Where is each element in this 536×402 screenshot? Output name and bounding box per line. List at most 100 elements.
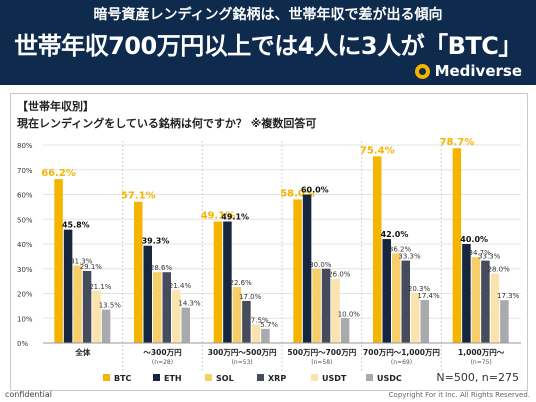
data-label: 22.6% (230, 279, 253, 287)
category-label: 〜300万円 (143, 348, 182, 357)
bar-xrp (401, 260, 410, 343)
bar-btc (373, 156, 382, 343)
data-label: 78.7% (440, 137, 475, 148)
legend-swatch (103, 374, 110, 381)
bar-eth (462, 244, 471, 343)
legend-label: USDC (377, 374, 402, 383)
y-tick-label: 20% (17, 291, 33, 299)
bar-usdc (340, 318, 350, 343)
data-label: 49.1% (201, 210, 236, 221)
y-tick-label: 0% (17, 340, 28, 348)
data-label: 20.3% (408, 285, 431, 293)
bar-btc (134, 201, 143, 343)
data-label: 49.1% (221, 212, 249, 221)
data-label: 39.3% (142, 237, 170, 246)
category-label: 700万円〜1,000万円 (363, 348, 440, 357)
category-note: (n=58) (311, 359, 332, 366)
category-label: 500万円〜700万円 (287, 348, 356, 357)
bar-sol (392, 253, 401, 343)
data-label: 42.0% (381, 230, 409, 239)
sample-size-note: N=500, n=275 (436, 371, 519, 384)
bar-eth (382, 239, 391, 343)
brand-logo: Mediverse (414, 62, 522, 80)
bar-eth (223, 221, 232, 343)
header-title: 世帯年収700万円以上では4人に3人が「BTC」 (14, 32, 522, 60)
y-tick-label: 70% (17, 167, 33, 175)
bar-usdt (172, 290, 181, 343)
section-label: 【世帯年収別】 (17, 100, 94, 113)
legend-label: SOL (216, 374, 234, 383)
category-label: 1,000万円〜 (458, 348, 505, 357)
category-label: 全体 (74, 347, 90, 357)
data-label: 58.0% (280, 188, 315, 199)
data-label: 60.0% (301, 186, 329, 195)
data-label: 26.0% (328, 271, 351, 279)
legend-swatch (153, 374, 160, 381)
y-tick-label: 50% (17, 216, 33, 224)
data-label: 66.2% (41, 168, 76, 179)
footer-copyright: Copyright For it Inc. All Rights Reserve… (388, 391, 530, 399)
bar-usdt (490, 273, 500, 343)
y-tick-label: 60% (17, 192, 33, 200)
bar-usdt (92, 290, 101, 343)
category-note: (n=75) (471, 359, 492, 366)
legend-swatch (311, 374, 318, 381)
legend-label: ETH (164, 374, 182, 383)
data-label: 33.3% (478, 253, 501, 261)
brand-mark-icon (414, 63, 430, 79)
bar-usdc (261, 328, 270, 343)
data-label: 5.7% (260, 321, 278, 329)
bar-usdc (500, 300, 509, 343)
y-tick-label: 10% (17, 315, 33, 323)
bar-usdt (251, 324, 261, 343)
bar-usdc (181, 307, 190, 343)
y-tick-label: 40% (17, 241, 33, 249)
data-label: 33.3% (398, 253, 421, 261)
bar-xrp (82, 270, 92, 343)
data-label: 29.1% (80, 263, 103, 271)
bar-usdc (101, 309, 111, 343)
data-label: 36.2% (389, 245, 412, 253)
data-label: 21.1% (89, 283, 112, 291)
bar-xrp (481, 260, 490, 343)
bar-eth (302, 194, 312, 343)
data-label: 17.4% (417, 292, 440, 300)
bar-sol (232, 287, 242, 343)
y-tick-label: 80% (17, 142, 33, 150)
survey-question: 現在レンディングをしている銘柄は何ですか？ ※複数回答可 (17, 117, 317, 130)
data-label: 13.5% (99, 302, 122, 310)
legend-label: BTC (114, 374, 132, 383)
category-note: (n=53) (232, 359, 253, 366)
bar-sol (312, 268, 321, 343)
data-label: 14.3% (178, 300, 201, 308)
data-label: 34.7% (469, 249, 492, 257)
data-label: 10.0% (338, 310, 361, 318)
header-subtitle: 暗号資産レンディング銘柄は、世帯年収で差が出る傾向 (93, 7, 443, 23)
chart-panel: 【世帯年収別】 現在レンディングをしている銘柄は何ですか？ ※複数回答可 0% 1… (10, 93, 528, 391)
data-label: 75.4% (360, 145, 395, 156)
data-label: 31.3% (70, 258, 93, 266)
bar-xrp (162, 272, 171, 343)
data-label: 30.0% (309, 261, 332, 269)
bar-usdt (331, 278, 340, 343)
bar-btc (213, 221, 223, 343)
bar-eth (63, 229, 73, 343)
category-note: (n=28) (152, 359, 173, 366)
bar-sol (471, 257, 481, 343)
header-banner: 暗号資産レンディング銘柄は、世帯年収で差が出る傾向 世帯年収700万円以上では4… (0, 0, 536, 85)
bar-chart: 0% 10% 20% 30% 40% 50% 60% 70% 80% 66.2% 45.8% 31.3… (17, 137, 521, 384)
data-label: 28.6% (150, 264, 173, 272)
bar-btc (293, 199, 302, 343)
legend-label: XRP (268, 374, 286, 383)
legend-swatch (205, 374, 212, 381)
data-label: 57.1% (121, 191, 156, 202)
legend-swatch (366, 374, 373, 381)
data-label: 21.4% (169, 282, 192, 290)
bar-usdt (411, 292, 420, 343)
brand-name: Mediverse (434, 62, 522, 80)
category-label: 300万円〜500万円 (208, 348, 277, 357)
data-label: 17.0% (239, 293, 262, 301)
legend-swatch (257, 374, 264, 381)
data-label: 17.3% (497, 292, 520, 300)
legend-label: USDT (322, 374, 347, 383)
